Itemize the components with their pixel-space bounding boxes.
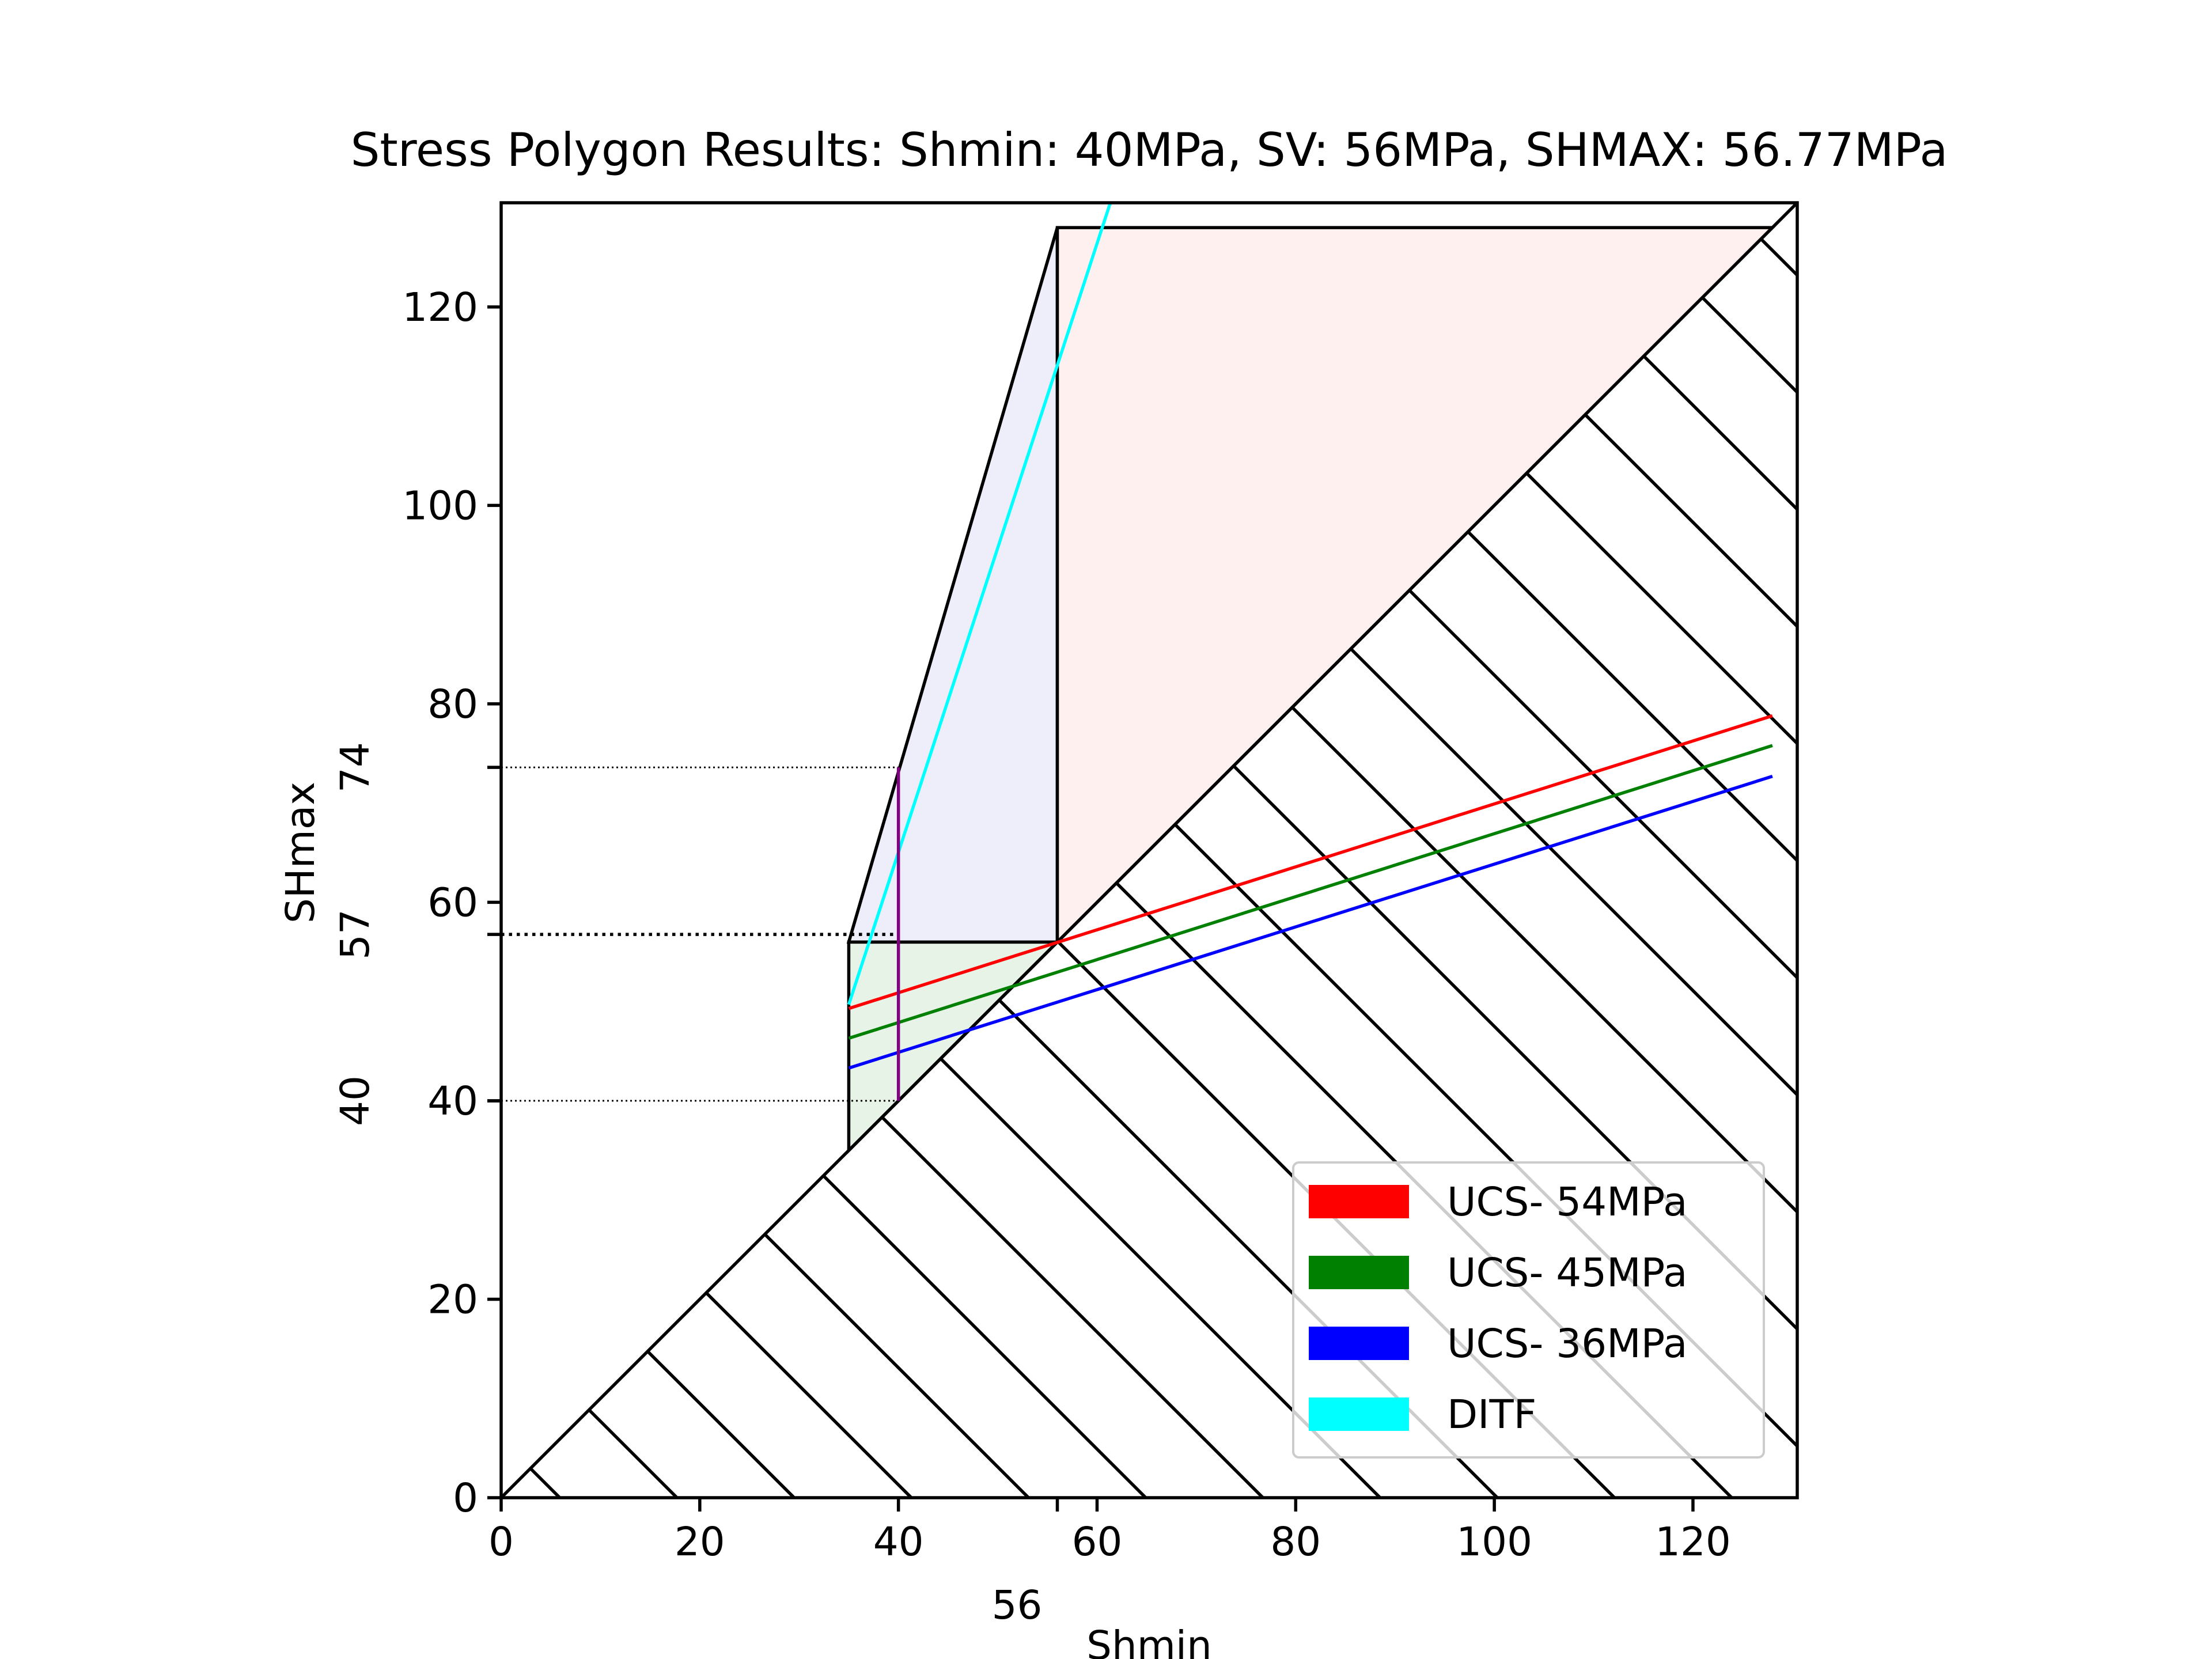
y-tick-label: 60: [427, 880, 478, 926]
hatch-line: [1642, 355, 1797, 511]
legend-label: UCS- 36MPa: [1447, 1321, 1687, 1367]
y-axis-label: SHmax: [278, 782, 324, 923]
legend-label: UCS- 45MPa: [1447, 1250, 1687, 1296]
x-tick-label: 40: [873, 1519, 924, 1565]
hatch-line: [1291, 706, 1797, 1213]
legend-swatch: [1309, 1256, 1409, 1289]
hatch-line: [646, 1350, 796, 1498]
x-tick-label: 80: [1270, 1519, 1321, 1565]
series-line-ucs-36mpa: [848, 775, 1773, 1070]
hatch-line: [763, 1233, 1030, 1498]
x-tick-label: 0: [488, 1519, 514, 1565]
y-tick-label: 40: [427, 1078, 478, 1124]
legend-label: DITF: [1447, 1392, 1536, 1438]
series-line-ucs-45mpa: [848, 744, 1773, 1040]
legend-box: [1292, 1161, 1765, 1459]
hatch-line: [1760, 237, 1797, 276]
hatch-line: [1584, 413, 1797, 628]
series-line-ditf: [847, 203, 1112, 1005]
legend: UCS- 54MPa UCS- 45MPa UCS- 36MPa DITF: [1292, 1161, 1765, 1459]
y-tick-label: 20: [427, 1277, 478, 1323]
legend-swatch: [1309, 1327, 1409, 1360]
hatch-line: [705, 1291, 913, 1498]
hatch-line: [1525, 472, 1797, 745]
axes-frame: [499, 201, 1799, 1499]
hatch-line: [529, 1467, 561, 1498]
y-extra-tick-label: 57: [332, 909, 378, 960]
hatch-line: [1701, 296, 1797, 393]
hatch-line: [1467, 531, 1797, 862]
y-extra-tick-label: 74: [332, 742, 378, 793]
y-tick-label: 0: [453, 1475, 478, 1521]
series-line-ucs-54mpa: [848, 714, 1773, 1010]
hatch-line: [822, 1175, 1147, 1498]
hatch-line: [588, 1408, 679, 1498]
reverse-fault-region: [1055, 226, 1777, 946]
legend-swatch: [1309, 1397, 1409, 1431]
x-axis-ticks: 0 20 40 60 80 100 120 56: [488, 1498, 1731, 1628]
legend-swatch: [1309, 1185, 1409, 1218]
hatch-line: [1350, 647, 1797, 1096]
chart-title: Stress Polygon Results: Shmin: 40MPa, SV…: [351, 123, 1948, 177]
hatch-line: [1408, 589, 1797, 979]
y-tick-label: 80: [427, 681, 478, 728]
x-extra-tick-label: 56: [992, 1582, 1043, 1628]
x-tick-label: 20: [675, 1519, 725, 1565]
y-extra-tick-label: 40: [332, 1075, 378, 1126]
x-tick-label: 60: [1072, 1519, 1123, 1565]
x-axis-label: Shmin: [1086, 1623, 1212, 1659]
x-tick-label: 100: [1456, 1519, 1532, 1565]
y-axis-ticks: 0 20 40 60 80 100 120 40 57 74: [332, 285, 501, 1521]
x-tick-label: 120: [1655, 1519, 1731, 1565]
y-tick-label: 120: [402, 285, 478, 331]
hatch-line: [881, 1116, 1264, 1498]
y-tick-label: 100: [402, 483, 478, 529]
legend-label: UCS- 54MPa: [1447, 1179, 1687, 1225]
